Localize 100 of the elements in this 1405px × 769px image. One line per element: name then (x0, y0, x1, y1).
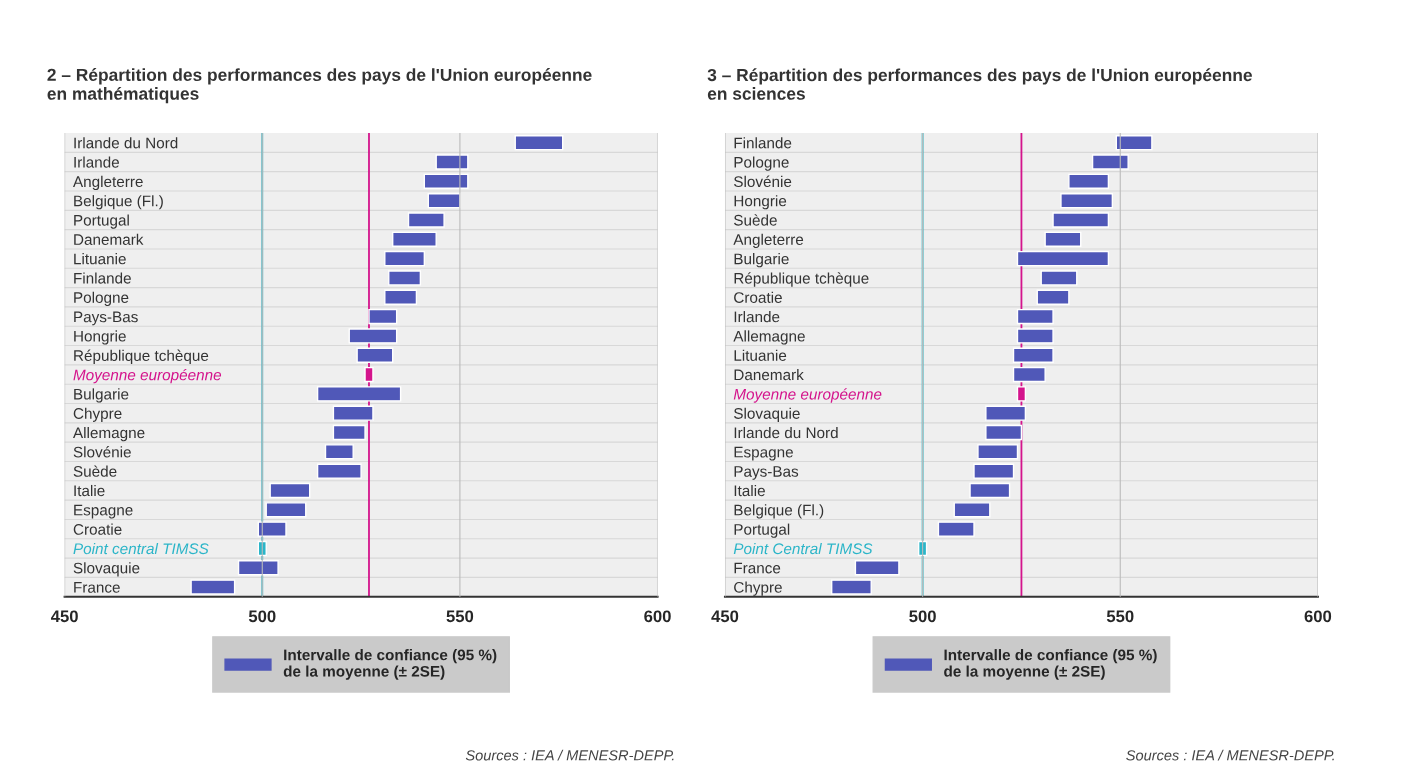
y-tick-label: Espagne (734, 446, 793, 461)
bar (1060, 193, 1114, 209)
y-tick-label: Irlande (734, 311, 780, 323)
bar (1016, 250, 1110, 267)
y-tick-label: Italie (734, 484, 765, 497)
bar (1068, 173, 1110, 189)
bar (831, 579, 872, 595)
y-tick-label: Irlande du Nord (74, 137, 178, 149)
y-tick-label: Croatie (734, 291, 782, 303)
y-tick-label: Espagne (74, 504, 133, 519)
y-tick-label: Hongrie (734, 195, 787, 210)
y-tick-label: Suède (734, 214, 777, 226)
y-tick-label: Slovénie (734, 175, 792, 188)
y-tick-label: Pays-Bas (734, 466, 799, 480)
bar (1115, 135, 1153, 151)
y-tick-label: Slovénie (73, 446, 131, 458)
x-tick-label: 500 (248, 610, 276, 623)
y-tick-label: Belgique (Fl.) (734, 504, 824, 519)
x-tick-label: 450 (50, 610, 78, 623)
y-tick-label: Danemark (734, 369, 804, 381)
y-tick-label: Point Central TIMSS (733, 542, 873, 555)
bar (384, 250, 426, 267)
bar (969, 482, 1011, 499)
y-tick-label: Allemagne (72, 426, 145, 442)
legend-label: Intervalle de confiance (95 %) de la moyenne (± 2SE) (944, 649, 1157, 680)
y-tick-label: Suède (73, 465, 117, 477)
y-tick-label: Pologne (74, 291, 129, 306)
y-tick-label: Bulgarie (74, 388, 129, 403)
chart-title: 2 – Répartition des performances des pays de l'Union européenne en mathématiques (47, 68, 592, 104)
bar (368, 308, 398, 325)
y-tick-label: Moyenne européenne (733, 388, 882, 403)
bar (1052, 212, 1110, 228)
source-note: Sources : IEA / MENESR-DEPP. (465, 749, 674, 761)
bar (257, 521, 287, 537)
y-tick-label: Allemagne (733, 330, 805, 345)
y-tick-label: République tchèque (734, 272, 869, 287)
chart-title: 3 – Répartition des performances des pays de l'Union européenne en sciences (707, 68, 1252, 100)
y-tick-label: Croatie (73, 523, 122, 535)
bar (190, 579, 236, 595)
bar (427, 193, 461, 209)
bar (1036, 289, 1070, 305)
y-tick-label: Slovaquie (734, 407, 800, 422)
y-tick-label: Portugal (74, 214, 129, 229)
x-tick-label: 550 (446, 610, 474, 623)
bar (937, 521, 975, 537)
y-tick-label: France (734, 562, 781, 574)
bar (953, 502, 991, 518)
bar (1040, 270, 1078, 286)
x-tick-label: 550 (1106, 610, 1134, 623)
bar (392, 231, 437, 247)
y-tick-label: Belgique (Fl.) (74, 195, 163, 210)
x-tick-label: 500 (909, 610, 936, 623)
bar (985, 405, 1027, 421)
y-tick-label: Bulgarie (734, 253, 789, 268)
bar (1012, 347, 1054, 363)
bar (332, 405, 374, 421)
bar (388, 270, 422, 286)
y-tick-label: Irlande (74, 156, 119, 168)
bar (384, 289, 418, 305)
y-tick-label: Angleterre (733, 233, 804, 249)
source-note: Sources : IEA / MENESR-DEPP. (1126, 749, 1334, 761)
y-tick-label: Angleterre (72, 175, 143, 191)
x-tick-label: 450 (711, 610, 739, 623)
x-tick-label: 600 (644, 610, 671, 623)
bar (1044, 231, 1082, 247)
y-tick-label: Point central TIMSS (73, 542, 209, 555)
bar (435, 154, 469, 170)
bar (977, 444, 1019, 460)
y-tick-label: Finlande (734, 137, 792, 149)
bar (356, 347, 394, 363)
y-tick-label: Finlande (74, 272, 131, 284)
bar (423, 173, 469, 189)
bar (514, 135, 564, 151)
x-tick-label: 600 (1304, 610, 1332, 623)
bar (1016, 308, 1054, 325)
bar (985, 424, 1023, 441)
y-tick-label: Lituanie (74, 253, 126, 265)
y-tick-label: Hongrie (74, 330, 126, 345)
y-tick-label: Chypre (73, 407, 122, 422)
y-tick-label: Danemark (74, 233, 144, 245)
bar (265, 502, 307, 518)
bar (332, 424, 366, 441)
y-tick-label: Portugal (734, 523, 790, 538)
bar (348, 328, 398, 344)
y-tick-label: Pologne (734, 156, 789, 171)
bar (316, 386, 402, 402)
bar (324, 444, 354, 460)
bar (1091, 154, 1129, 170)
bar (237, 560, 279, 576)
bar (316, 463, 362, 479)
y-tick-label: Chypre (734, 581, 782, 596)
bar (973, 463, 1015, 479)
y-tick-label: Moyenne européenne (73, 368, 222, 384)
y-tick-label: Italie (74, 484, 105, 497)
y-tick-label: Slovaquie (73, 562, 140, 577)
y-tick-label: Pays-Bas (74, 311, 138, 326)
bar (854, 560, 900, 576)
bar (1012, 366, 1046, 383)
legend-label: Intervalle de confiance (95 %) de la moyenne (± 2SE) (283, 649, 497, 680)
y-tick-label: Lituanie (734, 349, 787, 361)
